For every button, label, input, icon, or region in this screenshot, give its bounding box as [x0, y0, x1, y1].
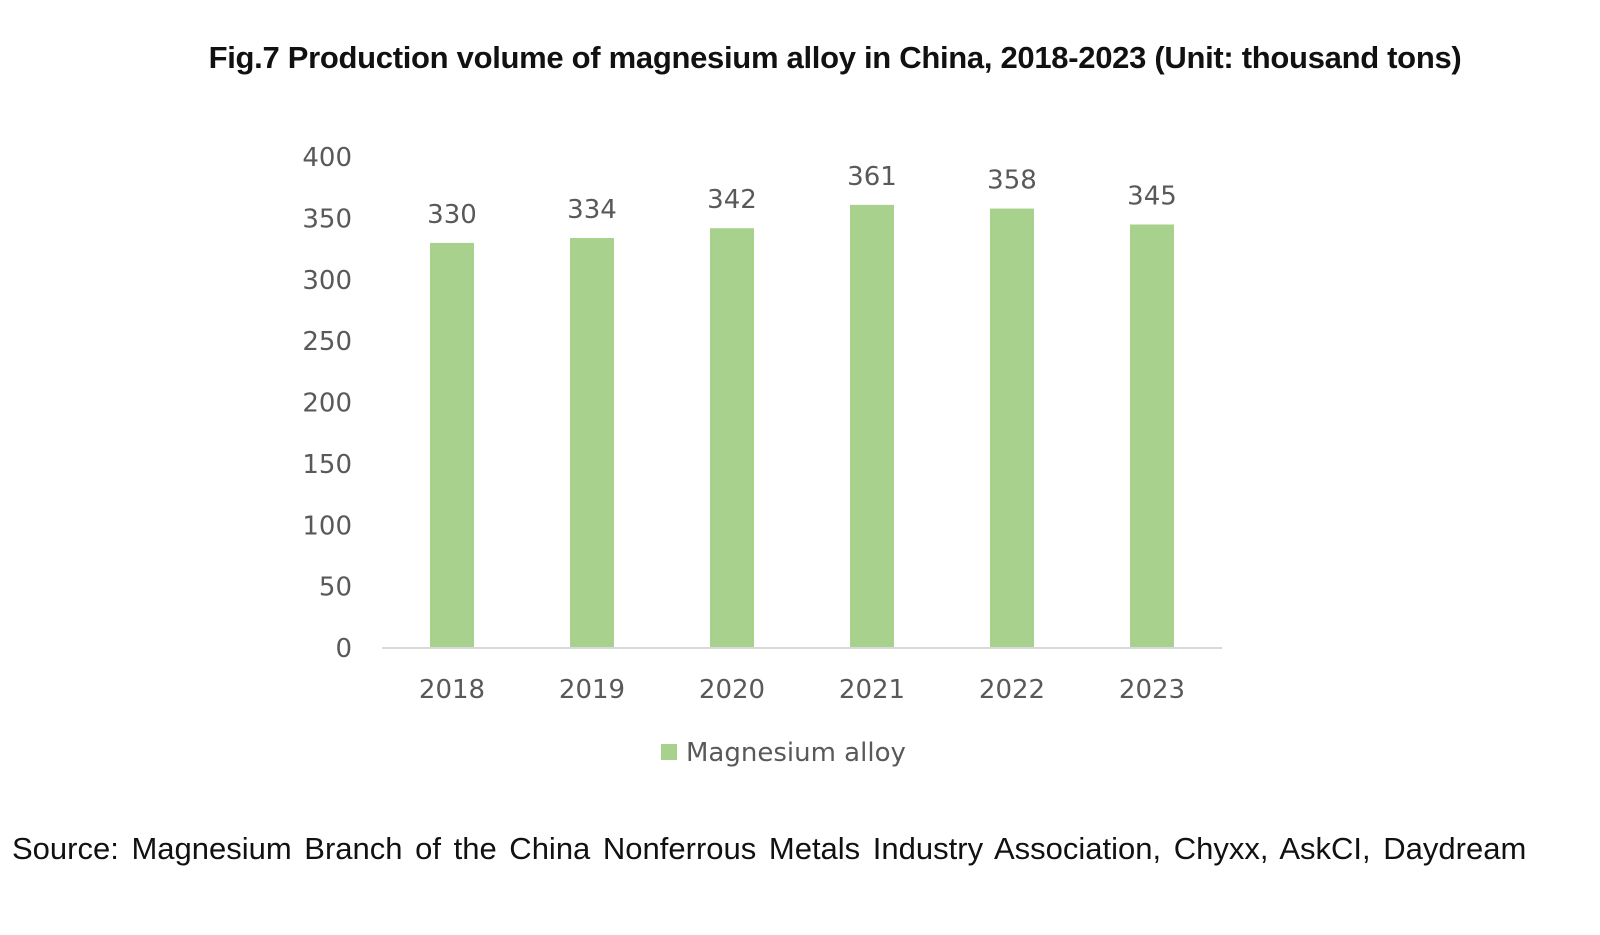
- data-label: 361: [847, 162, 897, 192]
- y-tick-label: 50: [319, 573, 352, 603]
- bar-chart: 0 50 100 150 200 250 300 350 400 330 334 342 361 358…: [302, 143, 1222, 768]
- bar: [990, 208, 1034, 648]
- data-label: 345: [1127, 182, 1177, 212]
- legend-swatch: [661, 744, 677, 760]
- y-tick-label: 100: [302, 511, 352, 541]
- data-labels: 330 334 342 361 358 345: [427, 162, 1177, 230]
- data-label: 330: [427, 200, 477, 230]
- y-tick-label: 250: [302, 327, 352, 357]
- bar: [570, 238, 614, 648]
- y-tick-label: 400: [302, 143, 352, 173]
- legend-label: Magnesium alloy: [686, 738, 906, 768]
- x-tick-label: 2019: [559, 675, 625, 705]
- y-tick-label: 0: [335, 634, 352, 664]
- y-tick-label: 150: [302, 450, 352, 480]
- legend: Magnesium alloy: [661, 738, 906, 768]
- x-axis: 2018 2019 2020 2021 2022 2023: [419, 675, 1185, 705]
- bar: [850, 204, 894, 648]
- x-tick-label: 2020: [699, 675, 765, 705]
- data-label: 358: [987, 166, 1037, 196]
- bar: [430, 242, 474, 649]
- x-tick-label: 2018: [419, 675, 485, 705]
- source-note: Source: Magnesium Branch of the China No…: [12, 831, 1527, 866]
- x-tick-label: 2023: [1119, 675, 1185, 705]
- y-tick-label: 200: [302, 389, 352, 419]
- chart-title: Fig.7 Production volume of magnesium all…: [208, 40, 1462, 75]
- y-tick-label: 350: [302, 204, 352, 234]
- y-axis: 0 50 100 150 200 250 300 350 400: [302, 143, 352, 664]
- bar: [710, 228, 754, 648]
- x-tick-label: 2021: [839, 675, 905, 705]
- data-label: 334: [567, 195, 617, 225]
- x-tick-label: 2022: [979, 675, 1045, 705]
- bar: [1130, 224, 1174, 648]
- y-tick-label: 300: [302, 266, 352, 296]
- bar-series: [430, 204, 1174, 649]
- data-label: 342: [707, 185, 757, 215]
